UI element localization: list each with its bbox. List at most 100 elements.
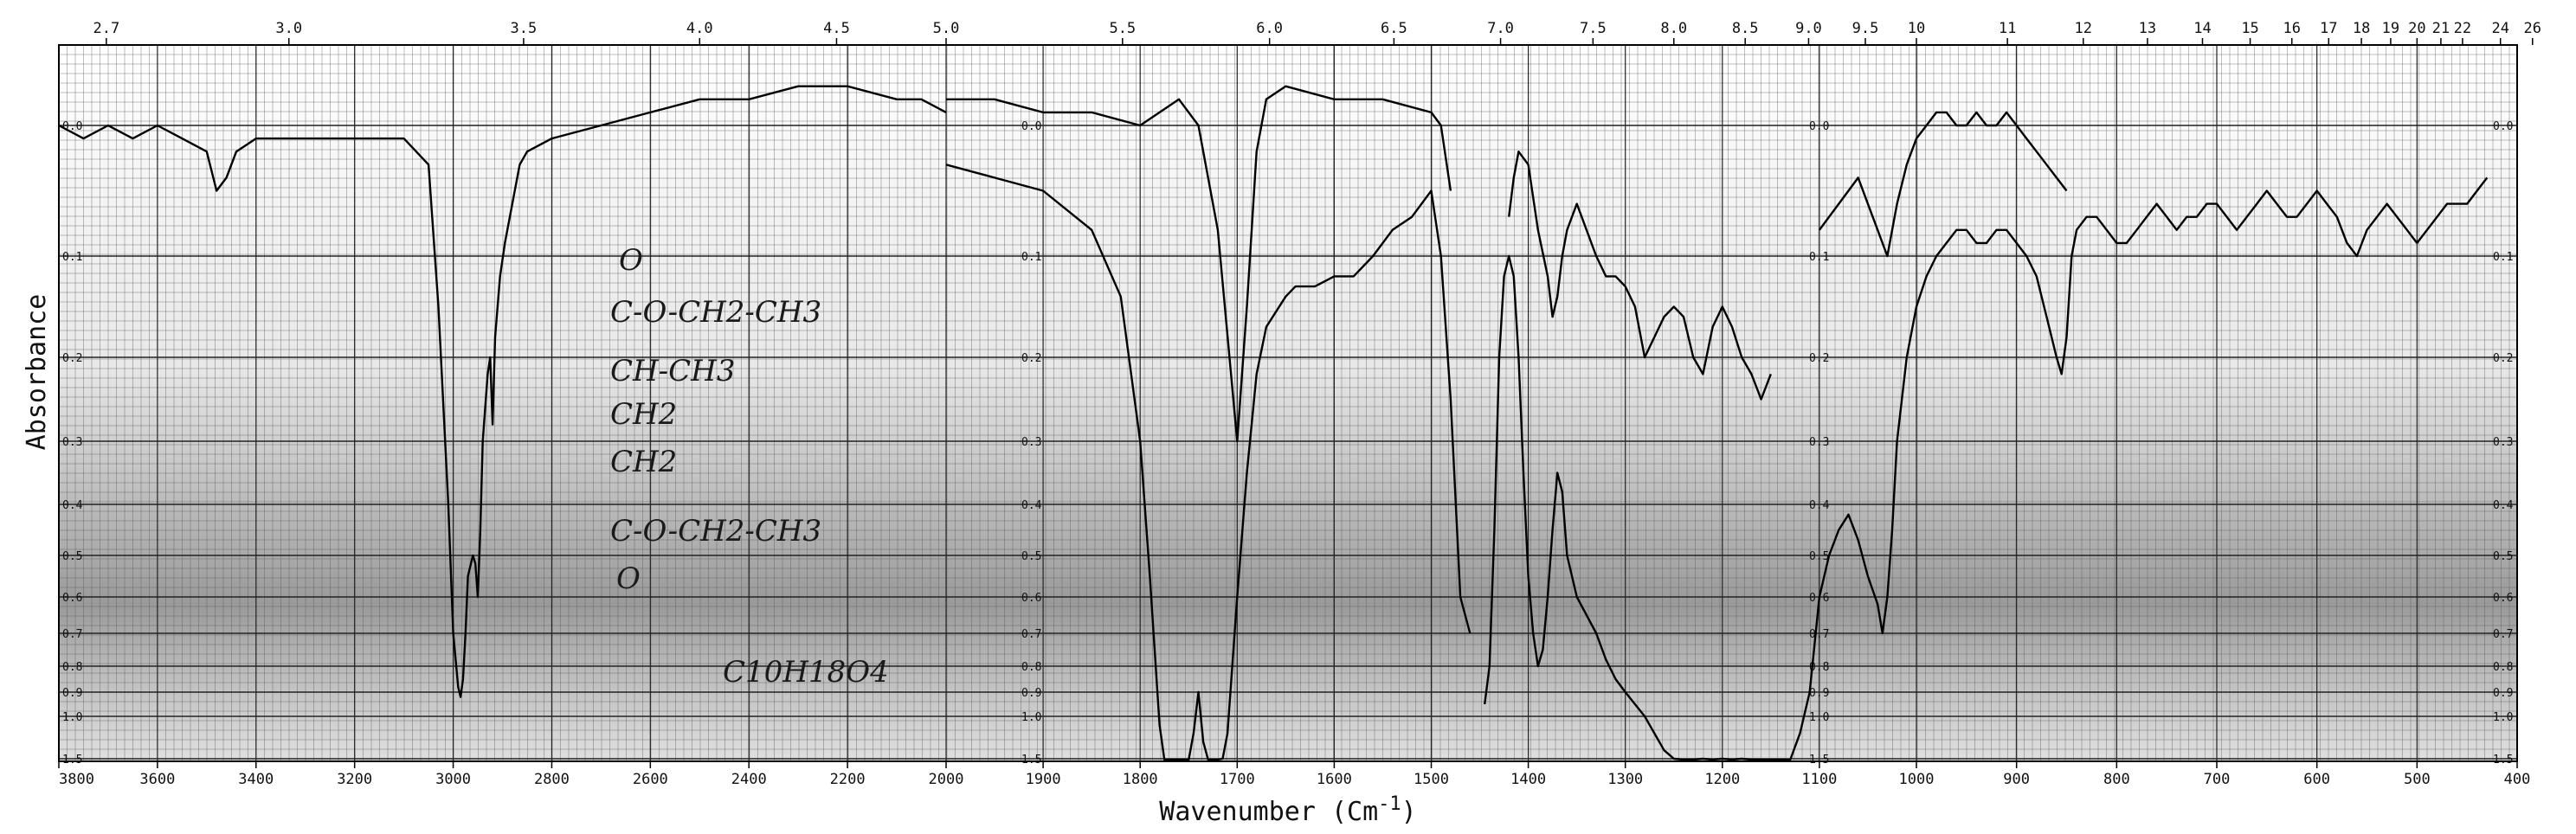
x-tick-label: 1300: [1607, 771, 1643, 788]
top-tick-label: 26: [2524, 20, 2541, 37]
top-tick-label: 15: [2241, 20, 2258, 37]
plot-frame: [58, 44, 2518, 762]
tick-labels: 3800 3600 3400 3200 3000 2800 2600 2400 2200 2000…: [58, 20, 2541, 788]
structure-line-7: O: [616, 561, 641, 596]
absorbance-tick-label: 0.9: [62, 687, 82, 700]
x-tick-label: 1500: [1414, 771, 1449, 788]
absorbance-tick-label: 0.5: [2493, 550, 2513, 563]
absorbance-tick-label: 0.8: [2493, 661, 2513, 674]
absorbance-tick-label: 0.7: [62, 628, 82, 641]
handwritten-annotations: O C-O-CH2-CH3 CH-CH3 CH2 CH2 C-O-CH2-CH3…: [610, 243, 889, 690]
absorbance-tick-label: 1.0: [2493, 711, 2513, 724]
absorbance-tick-label: 0.5: [1021, 550, 1041, 563]
absorbance-tick-label: 0.9: [2493, 687, 2513, 700]
top-tick-label: 11: [1999, 20, 2016, 37]
absorbance-tick-label: 0.8: [1021, 661, 1041, 674]
x-tick-label: 2600: [633, 771, 668, 788]
x-axis-title: Wavenumber (Cm-1): [1159, 793, 1416, 827]
absorbance-tick-label: 0.3: [62, 436, 82, 449]
x-tick-label: 3200: [337, 771, 372, 788]
absorbance-tick-label: 0.4: [2493, 499, 2514, 512]
x-tick-label: 1200: [1704, 771, 1740, 788]
x-tick-label: 900: [2003, 771, 2030, 788]
x-tick-label: 3400: [238, 771, 274, 788]
structure-line-4: CH2: [610, 397, 677, 432]
x-tick-label: 600: [2303, 771, 2330, 788]
x-tick-label: 1400: [1510, 771, 1546, 788]
top-tick-label: 22: [2454, 20, 2471, 37]
top-tick-label: 17: [2320, 20, 2337, 37]
spectrum-traces: [58, 85, 2489, 761]
absorbance-tick-label: 1.5: [62, 754, 82, 767]
x-tick-label: 2200: [830, 771, 866, 788]
structure-line-1: O: [619, 243, 643, 278]
absorbance-tick-label: 0.9: [1021, 687, 1041, 700]
top-tick-label: 16: [2283, 20, 2301, 37]
x-tick-label: 1800: [1123, 771, 1158, 788]
x-tick-label: 1700: [1220, 771, 1255, 788]
plot-area: [59, 45, 2517, 761]
absorbance-tick-label: 0.4: [1021, 499, 1042, 512]
absorbance-tick-label: 0.6: [1021, 592, 1041, 605]
absorbance-tick-label: 0.5: [62, 550, 82, 563]
absorbance-tick-label: 0.7: [2493, 628, 2513, 641]
x-tick-label: 2800: [534, 771, 570, 788]
x-tick-label: 1000: [1899, 771, 1935, 788]
absorbance-tick-label: 0.8: [1809, 661, 1829, 674]
top-tick-label: 6.0: [1256, 20, 1283, 37]
top-tick-label: 8.0: [1660, 20, 1687, 37]
absorbance-tick-label: 0.9: [1809, 687, 1829, 700]
absorbance-tick-label: 0.2: [62, 352, 82, 365]
absorbance-tick-label: 0.2: [2493, 352, 2513, 365]
absorbance-tick-label: 0.0: [1021, 120, 1041, 133]
top-tick-label: 10: [1908, 20, 1925, 37]
absorbance-tick-label: 0.0: [2493, 120, 2513, 133]
spectrum-trace-4: [946, 85, 1452, 443]
absorbance-tick-label: 0.2: [1021, 352, 1041, 365]
spectrum-trace-6: [1818, 111, 2068, 258]
x-tick-label: 3600: [139, 771, 175, 788]
absorbance-tick-label: 1.0: [62, 711, 82, 724]
x-tick-label: 3000: [435, 771, 471, 788]
top-tick-label: 9.0: [1795, 20, 1822, 37]
absorbance-tick-label: 1.5: [1809, 754, 1829, 767]
top-tick-label: 4.0: [686, 20, 713, 37]
spectrum-trace-3: [1484, 176, 2489, 761]
absorbance-tick-label: 0.1: [2493, 251, 2513, 264]
absorbance-tick-label: 0.4: [62, 499, 83, 512]
top-tick-label: 2.7: [93, 20, 119, 37]
absorbance-tick-label: 0.4: [1809, 499, 1830, 512]
x-tick-label: 1900: [1026, 771, 1061, 788]
x-tick-label: 500: [2404, 771, 2431, 788]
absorbance-tick-label: 0.6: [62, 592, 82, 605]
absorbance-tick-label: 0.5: [1809, 550, 1829, 563]
top-tick-label: 18: [2353, 20, 2370, 37]
absorbance-tick-label: 0.0: [1809, 120, 1829, 133]
absorbance-tick-label: 0.1: [1809, 251, 1829, 264]
absorbance-tick-label: 1.5: [1021, 754, 1041, 767]
spectrum-trace-5: [1508, 151, 1772, 401]
absorbance-tick-label: 0.3: [2493, 436, 2513, 449]
top-tick-label: 7.5: [1580, 20, 1607, 37]
absorbance-tick-label: 1.5: [2493, 754, 2513, 767]
top-tick-label: 14: [2193, 20, 2211, 37]
absorbance-tick-label: 0.7: [1809, 628, 1829, 641]
structure-line-6: C-O-CH2-CH3: [610, 514, 821, 549]
top-tick-label: 21: [2432, 20, 2450, 37]
x-tick-label: 700: [2204, 771, 2231, 788]
x-tick-label: 800: [2103, 771, 2130, 788]
top-tick-label: 9.5: [1852, 20, 1879, 37]
absorbance-tick-label: 0.1: [62, 251, 82, 264]
x-tick-label: 1600: [1317, 771, 1352, 788]
absorbance-tick-label: 0.2: [1809, 352, 1829, 365]
absorbance-tick-label: 0.1: [1021, 251, 1041, 264]
top-tick-label: 3.0: [275, 20, 302, 37]
spectrum-trace-1: [58, 85, 947, 698]
top-tick-label: 7.0: [1487, 20, 1514, 37]
top-tick-label: 5.5: [1109, 20, 1136, 37]
x-tick-label: 1100: [1801, 771, 1837, 788]
top-tick-label: 19: [2382, 20, 2399, 37]
top-tick-label: 8.5: [1732, 20, 1759, 37]
